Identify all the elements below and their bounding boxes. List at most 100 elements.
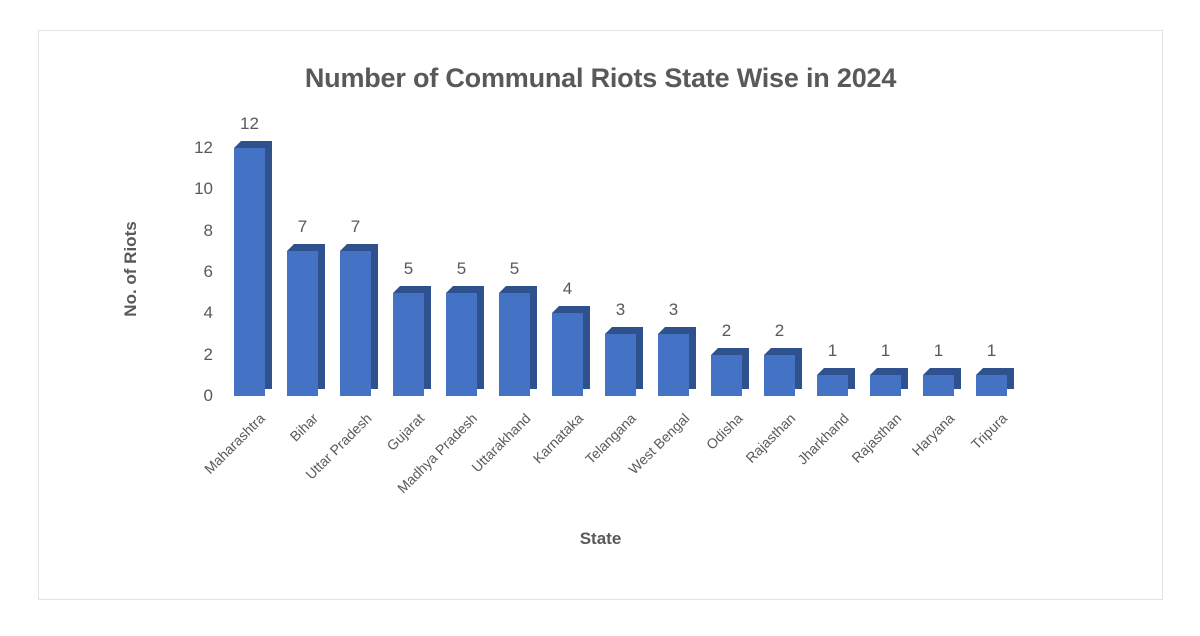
bar-side-face <box>742 347 749 389</box>
x-tick-label: Odisha <box>702 410 746 453</box>
chart-title: Number of Communal Riots State Wise in 2… <box>304 63 897 93</box>
bar-column[interactable]: 1 <box>806 116 859 396</box>
bar[interactable] <box>446 285 484 396</box>
bar-side-face <box>371 244 378 389</box>
bar-front-face <box>976 375 1007 396</box>
bar-column[interactable]: 1 <box>965 116 1018 396</box>
bar-side-face <box>530 285 537 389</box>
plot-area: 12 10 8 6 4 2 0 12 7 7 5 5 5 4 3 3 2 2 1 1 1 1 Maharashtra Bi… <box>194 114 1103 496</box>
bar-front-face <box>764 354 795 396</box>
bar-front-face <box>923 375 954 396</box>
bar-value-label: 1 <box>827 341 838 361</box>
x-tick-group: Tripura <box>965 406 1018 516</box>
bar-front-face <box>711 354 742 396</box>
bar-front-face <box>446 292 477 396</box>
y-tick-label: 10 <box>194 179 213 199</box>
bar-column[interactable]: 5 <box>488 116 541 396</box>
bar[interactable] <box>764 347 802 396</box>
bar[interactable] <box>499 285 537 396</box>
bar-value-label: 12 <box>240 114 259 133</box>
bar-side-face <box>795 347 802 389</box>
bar[interactable] <box>393 285 431 396</box>
bar[interactable] <box>658 327 696 396</box>
bar[interactable] <box>287 244 325 396</box>
bar-column[interactable]: 7 <box>276 116 329 396</box>
bar-value-label: 1 <box>933 341 944 361</box>
x-tick-group: West Bengal <box>625 406 700 516</box>
bar-front-face <box>340 251 371 396</box>
bar-front-face <box>499 292 530 396</box>
bar-column[interactable]: 5 <box>382 116 435 396</box>
bar[interactable] <box>870 368 908 396</box>
bar-column[interactable]: 2 <box>700 116 753 396</box>
x-tick-group: Rajasthan <box>848 406 912 516</box>
x-tick-label: Bihar <box>286 410 322 445</box>
bar-side-face <box>265 141 272 389</box>
x-tick-group: Haryana <box>908 406 965 516</box>
y-axis-title: No. of Riots <box>121 221 140 317</box>
bar-side-face <box>1007 368 1014 389</box>
bar-column[interactable]: 3 <box>594 116 647 396</box>
bar-value-label: 2 <box>721 320 732 340</box>
bar-side-face <box>583 306 590 389</box>
bar-column[interactable]: 4 <box>541 116 594 396</box>
x-tick-group: Odisha <box>700 406 753 516</box>
bar[interactable] <box>234 141 272 396</box>
y-tick-label: 0 <box>203 386 213 405</box>
x-tick-label: Gujarat <box>383 410 428 454</box>
bar-value-label: 4 <box>562 279 573 299</box>
bar-front-face <box>605 334 636 396</box>
bar-side-face <box>954 368 961 389</box>
bar-front-face <box>870 375 901 396</box>
bar-value-label: 2 <box>774 320 785 340</box>
bar-top-face <box>446 285 484 293</box>
bar-column[interactable]: 7 <box>329 116 382 396</box>
bar[interactable] <box>976 368 1014 396</box>
x-tick-label: Haryana <box>908 410 958 459</box>
bar-side-face <box>477 285 484 389</box>
x-tick-label: Tripura <box>968 410 1011 453</box>
bar[interactable] <box>817 368 855 396</box>
x-axis-title: State <box>579 529 622 548</box>
y-tick-label: 2 <box>203 344 213 364</box>
bar[interactable] <box>605 327 643 396</box>
bar-column[interactable]: 3 <box>647 116 700 396</box>
bar-column[interactable]: 5 <box>435 116 488 396</box>
bar-front-face <box>658 334 689 396</box>
bar-front-face <box>287 251 318 396</box>
bar-column[interactable]: 1 <box>859 116 912 396</box>
bar-side-face <box>424 285 431 389</box>
bar-value-label: 5 <box>403 258 414 278</box>
bar-side-face <box>636 327 643 389</box>
x-tick-group: Maharashtra <box>201 406 276 516</box>
bar-value-label: 3 <box>668 300 679 319</box>
bar[interactable] <box>923 368 961 396</box>
bar-value-label: 1 <box>880 341 891 361</box>
bar-top-face <box>393 285 431 293</box>
bar-column[interactable]: 12 <box>223 114 276 396</box>
bar[interactable] <box>552 306 590 396</box>
bar-column[interactable]: 1 <box>912 116 965 396</box>
bar-value-label: 7 <box>350 217 361 237</box>
bar-front-face <box>552 313 583 396</box>
bar-top-face <box>764 347 802 355</box>
x-tick-group: Uttarakhand <box>468 406 541 516</box>
bar-value-label: 5 <box>456 258 467 278</box>
bar-top-face <box>711 347 749 355</box>
bar-side-face <box>901 368 908 389</box>
x-tick-group: Jharkhand <box>794 406 859 516</box>
bar-front-face <box>393 292 424 396</box>
y-tick-label: 8 <box>203 220 213 240</box>
bar[interactable] <box>711 347 749 396</box>
bar-column[interactable]: 2 <box>753 116 806 396</box>
bar-value-label: 3 <box>615 300 626 319</box>
bar-side-face <box>848 368 855 389</box>
chart-frame: Number of Communal Riots State Wise in 2… <box>38 30 1163 600</box>
bar-value-label: 5 <box>509 258 520 278</box>
bar-value-label: 1 <box>986 341 997 361</box>
x-tick-group: Uttar Pradesh <box>302 406 382 516</box>
y-tick-label: 12 <box>194 138 213 157</box>
bar-side-face <box>318 244 325 389</box>
bar[interactable] <box>340 244 378 396</box>
y-tick-label: 4 <box>203 303 213 323</box>
